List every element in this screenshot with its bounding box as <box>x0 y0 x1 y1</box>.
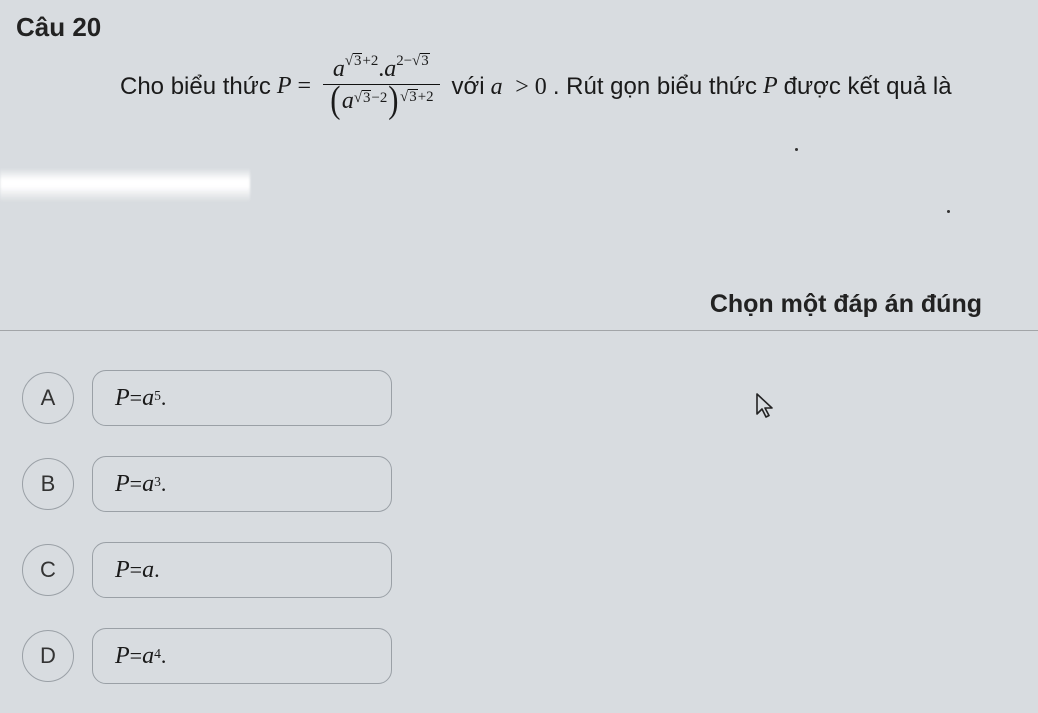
fraction-numerator: a3+2.a2−3 <box>327 53 436 84</box>
choose-one-label: Chọn một đáp án đúng <box>710 290 982 319</box>
den-inner-exp: 3−2 <box>354 90 387 106</box>
lparen-icon: ( <box>330 87 340 114</box>
option-box-b[interactable]: P = a3 . <box>92 456 392 512</box>
den-base: a <box>342 88 354 114</box>
option-radio-b[interactable]: B <box>22 458 74 510</box>
var-P-2: P <box>763 70 778 104</box>
stem-prefix: Cho biểu thức <box>120 70 271 104</box>
option-row-b: B P = a3 . <box>22 456 392 512</box>
num-exp2: 2−3 <box>396 53 429 69</box>
option-radio-a[interactable]: A <box>22 372 74 424</box>
option-box-d[interactable]: P = a4 . <box>92 628 392 684</box>
num-base1: a <box>333 56 345 82</box>
option-row-d: D P = a4 . <box>22 628 392 684</box>
den-outer-exp: 3+2 <box>400 89 433 105</box>
option-radio-c[interactable]: C <box>22 544 74 596</box>
stem-mid: với <box>452 70 485 104</box>
cursor-icon <box>754 392 778 420</box>
screen-glare <box>0 168 250 202</box>
option-box-c[interactable]: P = a . <box>92 542 392 598</box>
dust-speck <box>947 210 950 213</box>
stem-suffix: . Rút gọn biểu thức <box>553 70 757 104</box>
option-box-a[interactable]: P = a5 . <box>92 370 392 426</box>
condition: a > 0 <box>491 70 547 105</box>
fraction-denominator: ( a3−2 ) 3+2 <box>323 85 439 120</box>
quiz-page: Câu 20 Cho biểu thức P = a3+2.a2−3 ( a3−… <box>0 0 1038 713</box>
question-number: Câu 20 <box>10 12 1014 43</box>
dust-speck <box>795 148 798 151</box>
option-radio-d[interactable]: D <box>22 630 74 682</box>
num-exp1: 3+2 <box>345 53 378 69</box>
fraction: a3+2.a2−3 ( a3−2 ) 3+2 <box>323 53 439 121</box>
rparen-icon: ) <box>389 87 399 114</box>
options-list: A P = a5 . B P = a3 . C P = a . D P = a4… <box>22 370 392 684</box>
separator-line <box>0 330 1038 331</box>
stem-tail: được kết quả là <box>784 70 952 104</box>
option-row-a: A P = a5 . <box>22 370 392 426</box>
var-P: P <box>277 70 292 104</box>
num-base2: a <box>384 56 396 82</box>
question-stem: Cho biểu thức P = a3+2.a2−3 ( a3−2 ) 3+2… <box>120 53 994 121</box>
equals-sign: = <box>298 70 312 104</box>
option-row-c: C P = a . <box>22 542 392 598</box>
